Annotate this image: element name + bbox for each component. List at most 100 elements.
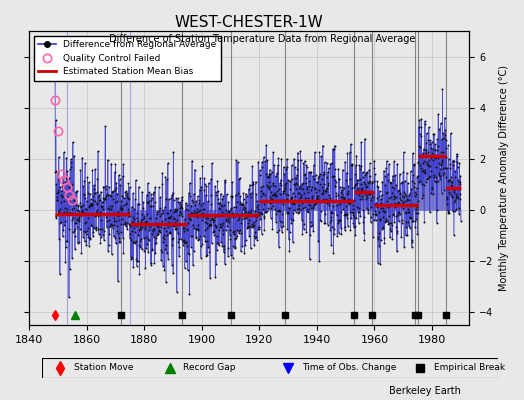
- Point: [337, 231, 346, 237]
- Point: [207, 192, 215, 198]
- Point: [134, 218, 143, 224]
- Point: [160, 232, 168, 238]
- Point: [112, 240, 120, 247]
- Point: [82, 206, 91, 212]
- Point: [247, 211, 256, 218]
- Point: [434, 111, 442, 118]
- Point: [205, 249, 213, 255]
- Point: [430, 174, 438, 180]
- Point: [214, 227, 223, 234]
- Point: [435, 160, 443, 166]
- Point: [69, 201, 78, 207]
- Point: [79, 201, 87, 208]
- Point: [69, 215, 77, 221]
- Point: [114, 230, 122, 236]
- Point: [432, 154, 441, 160]
- Point: [146, 202, 155, 209]
- Point: [227, 205, 236, 211]
- Point: [95, 192, 104, 198]
- Point: [207, 176, 215, 182]
- Point: [195, 186, 204, 193]
- Point: [346, 199, 355, 205]
- Point: [314, 193, 322, 199]
- Point: [275, 244, 283, 250]
- Point: [243, 193, 251, 199]
- Point: [432, 179, 441, 186]
- Point: [325, 192, 333, 199]
- Point: [86, 234, 94, 241]
- Point: [133, 258, 141, 264]
- Point: [424, 174, 433, 180]
- Point: [425, 209, 434, 216]
- Point: [80, 191, 88, 197]
- Point: [330, 142, 339, 149]
- Point: [384, 195, 392, 201]
- Point: [193, 227, 202, 233]
- Point: [90, 186, 99, 193]
- Point: [199, 211, 208, 218]
- Point: [78, 208, 86, 215]
- Point: [53, 169, 62, 176]
- Point: [414, 159, 422, 165]
- Point: [259, 154, 268, 160]
- Point: [419, 146, 428, 152]
- Point: [332, 193, 341, 200]
- Point: [168, 242, 176, 248]
- Point: [413, 172, 422, 179]
- Point: [338, 184, 346, 190]
- Point: [205, 221, 214, 228]
- Point: [52, 196, 61, 203]
- Point: [351, 170, 359, 177]
- Point: [165, 214, 173, 220]
- Point: [443, 164, 451, 171]
- Point: [283, 156, 291, 162]
- Point: [290, 181, 298, 187]
- Point: [116, 207, 125, 214]
- Point: [94, 148, 102, 154]
- Point: [267, 188, 275, 195]
- Point: [143, 241, 151, 247]
- Point: [344, 188, 353, 194]
- Point: [194, 237, 202, 244]
- Point: [237, 219, 246, 226]
- Point: [407, 168, 415, 174]
- Point: [299, 205, 307, 211]
- Point: [252, 179, 260, 185]
- Point: [280, 171, 288, 177]
- Point: [326, 226, 334, 233]
- Point: [212, 261, 220, 267]
- Point: [365, 166, 373, 173]
- Point: [410, 180, 418, 186]
- Point: [391, 172, 399, 178]
- Point: [127, 256, 136, 262]
- Point: [352, 180, 360, 187]
- Point: [235, 175, 244, 181]
- Point: [152, 215, 160, 221]
- Point: [77, 202, 85, 209]
- Point: [427, 190, 435, 197]
- Point: [113, 222, 121, 229]
- Point: [64, 176, 72, 182]
- Point: [61, 259, 70, 266]
- Point: [73, 187, 81, 194]
- Point: [104, 192, 113, 198]
- Point: [85, 204, 93, 210]
- Point: [283, 192, 292, 198]
- Point: [102, 186, 110, 193]
- Point: [298, 181, 306, 187]
- Point: [394, 212, 402, 218]
- Point: [292, 179, 300, 186]
- Point: [250, 234, 259, 241]
- Point: [407, 186, 416, 192]
- Point: [116, 176, 124, 182]
- Point: [105, 183, 113, 190]
- Point: [213, 240, 222, 246]
- Point: [175, 236, 183, 242]
- Point: [248, 182, 256, 188]
- Point: [452, 191, 460, 198]
- Point: [356, 213, 364, 219]
- Point: [170, 216, 178, 222]
- Point: [305, 202, 313, 209]
- Point: [228, 243, 237, 249]
- Point: [350, 212, 358, 218]
